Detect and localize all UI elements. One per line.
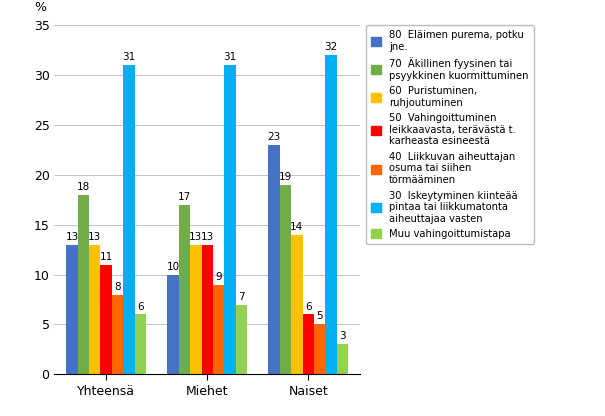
Bar — [134, 314, 146, 374]
Bar — [269, 145, 280, 374]
Text: 10: 10 — [166, 262, 180, 272]
Bar — [168, 275, 179, 374]
Bar — [201, 245, 213, 374]
Bar — [280, 185, 291, 374]
Bar — [224, 65, 235, 374]
Text: 32: 32 — [324, 42, 338, 52]
Text: 6: 6 — [305, 302, 312, 312]
Text: 23: 23 — [267, 132, 281, 142]
Bar — [112, 295, 123, 374]
Text: 13: 13 — [88, 232, 102, 242]
Text: 31: 31 — [223, 52, 237, 62]
Text: 8: 8 — [114, 282, 121, 292]
Text: %: % — [34, 2, 47, 15]
Bar — [314, 324, 325, 374]
Bar — [123, 65, 134, 374]
Text: 7: 7 — [238, 292, 244, 302]
Text: 18: 18 — [77, 182, 90, 192]
Bar — [336, 344, 348, 374]
Bar — [291, 235, 302, 374]
Bar — [235, 305, 247, 374]
Text: 19: 19 — [279, 172, 292, 182]
Text: 17: 17 — [178, 192, 191, 202]
Bar — [67, 245, 78, 374]
Text: 6: 6 — [137, 302, 143, 312]
Text: 11: 11 — [100, 252, 113, 262]
Text: 3: 3 — [339, 332, 345, 342]
Text: 9: 9 — [215, 272, 222, 282]
Bar — [190, 245, 201, 374]
Bar — [89, 245, 100, 374]
Bar — [100, 265, 112, 374]
Bar — [213, 285, 224, 374]
Text: 14: 14 — [290, 222, 304, 232]
Legend: 80  Eläimen purema, potku
jne., 70  Äkillinen fyysinen tai
psyykkinen kuormittum: 80 Eläimen purema, potku jne., 70 Äkilli… — [366, 25, 534, 244]
Bar — [325, 55, 336, 374]
Text: 13: 13 — [201, 232, 214, 242]
Text: 13: 13 — [65, 232, 79, 242]
Text: 5: 5 — [316, 312, 323, 322]
Bar — [302, 314, 314, 374]
Text: 31: 31 — [122, 52, 136, 62]
Bar — [78, 195, 89, 374]
Bar — [179, 205, 190, 374]
Text: 13: 13 — [189, 232, 203, 242]
